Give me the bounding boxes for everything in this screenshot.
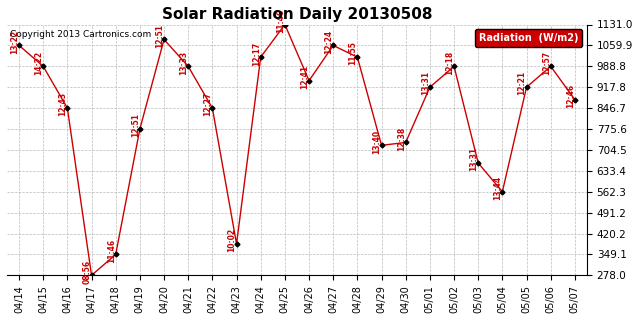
Text: 12:41: 12:41 [300, 65, 309, 89]
Text: 13:31: 13:31 [421, 71, 430, 95]
Text: 12:57: 12:57 [541, 51, 550, 75]
Text: 08:56: 08:56 [83, 260, 92, 284]
Text: 13:44: 13:44 [493, 176, 502, 200]
Title: Solar Radiation Daily 20130508: Solar Radiation Daily 20130508 [162, 7, 432, 22]
Legend: Radiation  (W/m2): Radiation (W/m2) [475, 29, 582, 47]
Text: 12:51: 12:51 [131, 113, 140, 137]
Text: Copyright 2013 Cartronics.com: Copyright 2013 Cartronics.com [10, 29, 151, 38]
Text: 11:55: 11:55 [348, 42, 357, 65]
Text: 12:18: 12:18 [445, 51, 454, 75]
Text: 14:22: 14:22 [34, 51, 43, 75]
Text: 12:43: 12:43 [58, 92, 67, 116]
Text: 12:38: 12:38 [397, 126, 406, 151]
Text: 13:33: 13:33 [179, 51, 188, 75]
Text: 11:46: 11:46 [107, 239, 116, 263]
Text: 11:46: 11:46 [276, 9, 285, 33]
Text: 13:31: 13:31 [469, 147, 478, 171]
Text: 10:02: 10:02 [228, 228, 237, 252]
Text: 12:21: 12:21 [518, 71, 527, 95]
Text: 12:46: 12:46 [566, 84, 575, 108]
Text: 13:40: 13:40 [372, 130, 381, 154]
Text: 12:51: 12:51 [155, 24, 164, 48]
Text: 12:24: 12:24 [324, 29, 333, 54]
Text: 12:17: 12:17 [252, 41, 260, 66]
Text: 12:27: 12:27 [204, 92, 212, 116]
Text: 13:22: 13:22 [10, 29, 19, 54]
